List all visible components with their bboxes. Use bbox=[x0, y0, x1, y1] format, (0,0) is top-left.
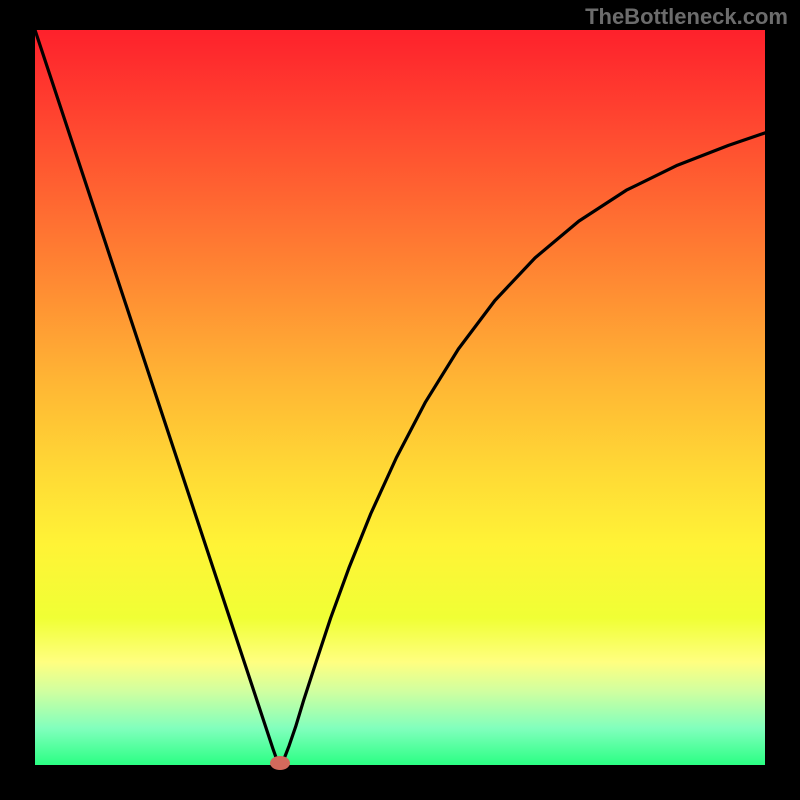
optimal-point-marker bbox=[270, 756, 290, 770]
watermark-text: TheBottleneck.com bbox=[585, 4, 788, 30]
bottleneck-curve bbox=[35, 30, 765, 765]
curve-layer bbox=[35, 30, 765, 765]
plot-area bbox=[35, 30, 765, 765]
